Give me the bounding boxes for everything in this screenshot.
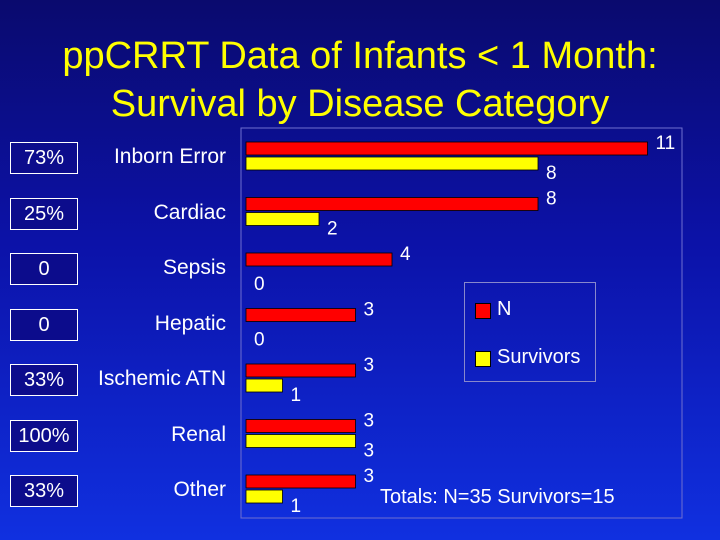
category-label: Renal [171, 422, 226, 446]
bar-n [245, 363, 356, 378]
percent-survival-box: 33% [10, 475, 78, 507]
bar-n [245, 308, 356, 322]
data-label-n: 4 [400, 244, 411, 265]
legend-label-survivors: Survivors [497, 346, 581, 368]
category-label: Hepatic [154, 311, 226, 335]
percent-survival-box: 33% [10, 364, 78, 396]
bar-n [245, 141, 648, 156]
bar-survivors [245, 489, 283, 504]
data-label-n: 3 [364, 411, 375, 432]
legend-swatch-n [475, 303, 491, 319]
chart-title-line1: ppCRRT Data of Infants < 1 Month: [62, 35, 658, 77]
data-label-survivors: 2 [327, 219, 338, 240]
data-label-n: 8 [546, 189, 557, 210]
category-label: Other [173, 478, 226, 501]
bar-survivors [245, 378, 283, 393]
bar-survivors [245, 156, 539, 171]
legend-swatch-survivors [475, 351, 491, 367]
chart-title-line2: Survival by Disease Category [110, 83, 610, 125]
data-label-n: 11 [656, 133, 676, 154]
category-label: Sepsis [162, 256, 226, 279]
bar-n [245, 197, 539, 211]
percent-survival-box: 100% [10, 419, 78, 452]
data-label-survivors: 3 [364, 441, 375, 462]
percent-survival-box: 25% [10, 197, 78, 230]
bar-survivors [245, 212, 320, 226]
bar-n [245, 474, 356, 489]
data-label-survivors: 0 [254, 274, 265, 295]
percent-survival-box: 73% [10, 142, 78, 174]
category-label: Inborn Error [113, 145, 226, 168]
percent-survival-box: 0 [10, 308, 78, 341]
legend-label-n: N [497, 298, 512, 320]
totals-note: Totals: N=35 Survivors=15 [380, 486, 615, 508]
data-label-n: 3 [364, 466, 375, 487]
data-label-survivors: 1 [291, 385, 302, 406]
chart-legend: N Survivors [464, 282, 596, 382]
plot-area-border [240, 127, 683, 519]
category-label: Ischemic ATN [98, 367, 226, 390]
data-label-survivors: 1 [291, 496, 302, 517]
data-label-n: 3 [364, 300, 375, 321]
bar-n [245, 419, 356, 433]
bar-n [245, 252, 393, 267]
bar-survivors [245, 434, 356, 448]
category-label: Cardiac [153, 200, 226, 224]
data-label-survivors: 0 [254, 330, 265, 351]
data-label-survivors: 8 [546, 163, 557, 184]
data-label-n: 3 [364, 355, 375, 376]
percent-survival-box: 0 [10, 253, 78, 285]
